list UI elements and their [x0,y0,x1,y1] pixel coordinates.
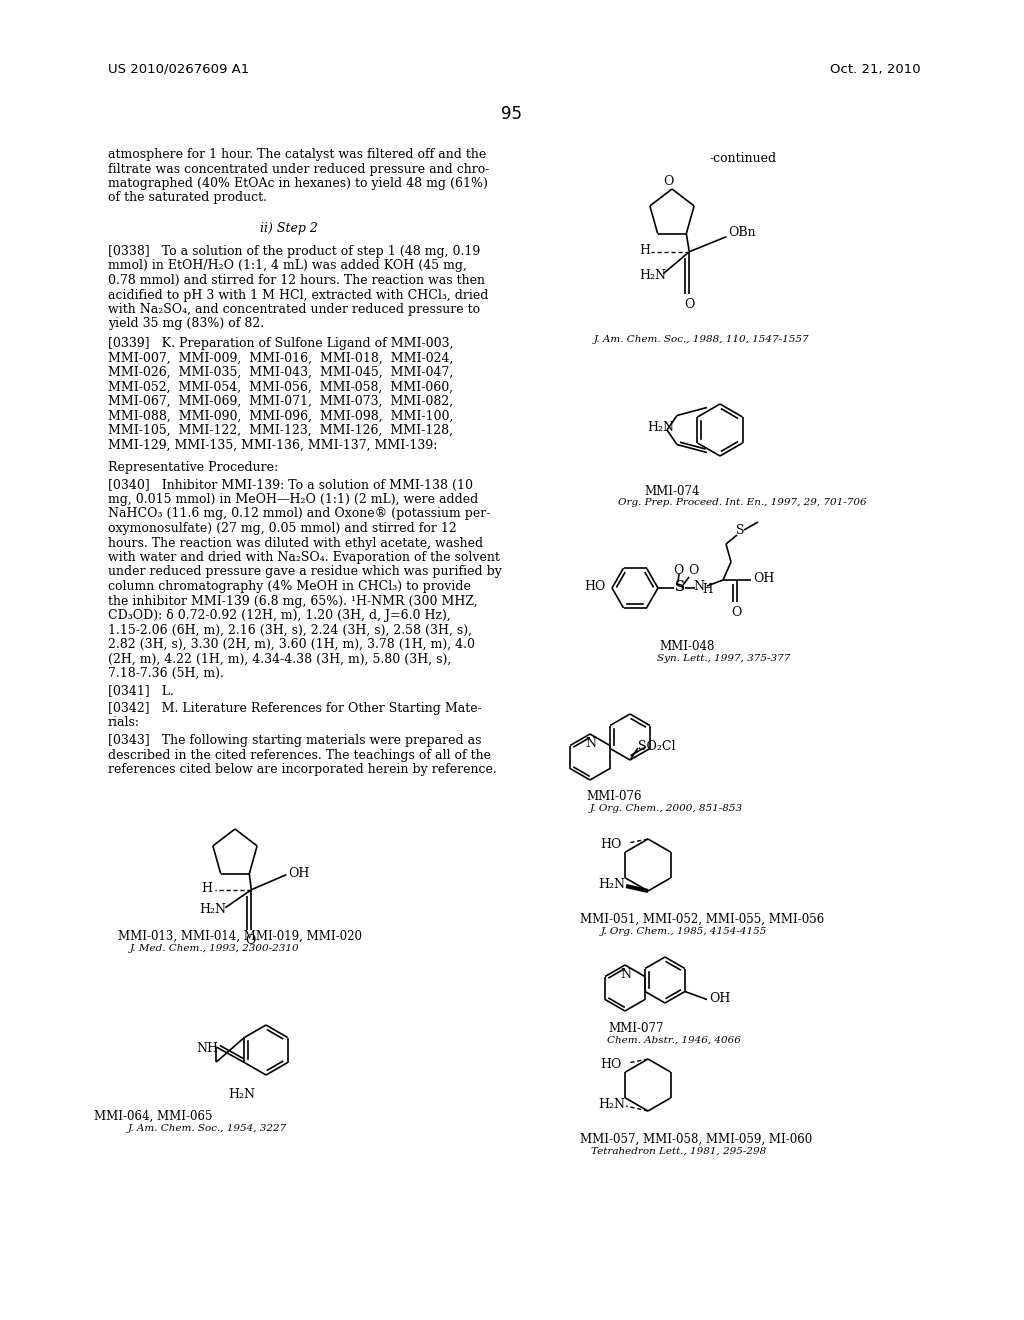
Text: yield 35 mg (83%) of 82.: yield 35 mg (83%) of 82. [108,318,264,330]
Text: [0340]   Inhibitor MMI-139: To a solution of MMI-138 (10: [0340] Inhibitor MMI-139: To a solution … [108,479,473,491]
Text: mmol) in EtOH/H₂O (1:1, 4 mL) was added KOH (45 mg,: mmol) in EtOH/H₂O (1:1, 4 mL) was added … [108,260,467,272]
Text: N: N [585,737,596,750]
Text: S: S [736,524,744,537]
Text: MMI-052,  MMI-054,  MMI-056,  MMI-058,  MMI-060,: MMI-052, MMI-054, MMI-056, MMI-058, MMI-… [108,380,454,393]
Text: MMI-067,  MMI-069,  MMI-071,  MMI-073,  MMI-082,: MMI-067, MMI-069, MMI-071, MMI-073, MMI-… [108,395,454,408]
Text: MMI-013, MMI-014, MMI-019, MMI-020: MMI-013, MMI-014, MMI-019, MMI-020 [118,931,362,942]
Text: matographed (40% EtOAc in hexanes) to yield 48 mg (61%): matographed (40% EtOAc in hexanes) to yi… [108,177,487,190]
Text: O: O [688,564,698,577]
Text: MMI-057, MMI-058, MMI-059, MI-060: MMI-057, MMI-058, MMI-059, MI-060 [580,1133,812,1146]
Text: MMI-007,  MMI-009,  MMI-016,  MMI-018,  MMI-024,: MMI-007, MMI-009, MMI-016, MMI-018, MMI-… [108,351,454,364]
Text: S: S [674,579,684,594]
Text: O: O [246,933,256,946]
Text: MMI-129, MMI-135, MMI-136, MMI-137, MMI-139:: MMI-129, MMI-135, MMI-136, MMI-137, MMI-… [108,438,437,451]
Text: Tetrahedron Lett., 1981, 295-298: Tetrahedron Lett., 1981, 295-298 [591,1147,766,1156]
Text: H₂N: H₂N [647,421,674,434]
Text: SO₂Cl: SO₂Cl [638,741,676,752]
Text: HO: HO [600,838,622,851]
Text: Representative Procedure:: Representative Procedure: [108,461,279,474]
Text: column chromatography (4% MeOH in CHCl₃) to provide: column chromatography (4% MeOH in CHCl₃)… [108,579,471,593]
Text: MMI-076: MMI-076 [587,789,642,803]
Text: O: O [673,564,683,577]
Text: -continued: -continued [710,152,777,165]
Text: N: N [620,968,631,981]
Text: 0.78 mmol) and stirred for 12 hours. The reaction was then: 0.78 mmol) and stirred for 12 hours. The… [108,275,485,286]
Text: J. Org. Chem., 1985, 4154-4155: J. Org. Chem., 1985, 4154-4155 [601,927,767,936]
Text: H: H [639,244,650,256]
Text: MMI-077: MMI-077 [608,1022,664,1035]
Text: [0338]   To a solution of the product of step 1 (48 mg, 0.19: [0338] To a solution of the product of s… [108,246,480,257]
Text: under reduced pressure gave a residue which was purified by: under reduced pressure gave a residue wh… [108,565,502,578]
Text: 7.18-7.36 (5H, m).: 7.18-7.36 (5H, m). [108,667,224,680]
Text: OH: OH [753,572,774,585]
Text: 1.15-2.06 (6H, m), 2.16 (3H, s), 2.24 (3H, s), 2.58 (3H, s),: 1.15-2.06 (6H, m), 2.16 (3H, s), 2.24 (3… [108,623,472,636]
Text: H₂N: H₂N [228,1088,255,1101]
Text: mg, 0.015 mmol) in MeOH—H₂O (1:1) (2 mL), were added: mg, 0.015 mmol) in MeOH—H₂O (1:1) (2 mL)… [108,492,478,506]
Text: (2H, m), 4.22 (1H, m), 4.34-4.38 (3H, m), 5.80 (3H, s),: (2H, m), 4.22 (1H, m), 4.34-4.38 (3H, m)… [108,652,452,665]
Text: filtrate was concentrated under reduced pressure and chro-: filtrate was concentrated under reduced … [108,162,489,176]
Text: OH: OH [709,993,730,1006]
Text: MMI-105,  MMI-122,  MMI-123,  MMI-126,  MMI-128,: MMI-105, MMI-122, MMI-123, MMI-126, MMI-… [108,424,453,437]
Text: acidified to pH 3 with 1 M HCl, extracted with CHCl₃, dried: acidified to pH 3 with 1 M HCl, extracte… [108,289,488,301]
Text: Chem. Abstr., 1946, 4066: Chem. Abstr., 1946, 4066 [607,1036,741,1045]
Text: MMI-048: MMI-048 [659,640,715,653]
Text: Org. Prep. Proceed. Int. En., 1997, 29, 701-706: Org. Prep. Proceed. Int. En., 1997, 29, … [618,498,866,507]
Text: MMI-064, MMI-065: MMI-064, MMI-065 [94,1110,212,1123]
Text: O: O [663,176,673,187]
Text: H₂N: H₂N [598,878,625,891]
Text: HO: HO [584,579,605,593]
Text: N: N [693,579,705,593]
Text: references cited below are incorporated herein by reference.: references cited below are incorporated … [108,763,497,776]
Text: ii) Step 2: ii) Step 2 [260,222,317,235]
Text: H₂N: H₂N [639,269,667,281]
Text: atmosphere for 1 hour. The catalyst was filtered off and the: atmosphere for 1 hour. The catalyst was … [108,148,486,161]
Text: [0342]   M. Literature References for Other Starting Mate-: [0342] M. Literature References for Othe… [108,702,481,715]
Text: with water and dried with Na₂SO₄. Evaporation of the solvent: with water and dried with Na₂SO₄. Evapor… [108,550,500,564]
Text: hours. The reaction was diluted with ethyl acetate, washed: hours. The reaction was diluted with eth… [108,536,483,549]
Text: MMI-088,  MMI-090,  MMI-096,  MMI-098,  MMI-100,: MMI-088, MMI-090, MMI-096, MMI-098, MMI-… [108,409,454,422]
Text: HO: HO [600,1059,622,1071]
Text: J. Am. Chem. Soc., 1988, 110, 1547-1557: J. Am. Chem. Soc., 1988, 110, 1547-1557 [594,335,810,345]
Text: oxymonosulfate) (27 mg, 0.05 mmol) and stirred for 12: oxymonosulfate) (27 mg, 0.05 mmol) and s… [108,521,457,535]
Text: [0343]   The following starting materials were prepared as: [0343] The following starting materials … [108,734,481,747]
Text: J. Org. Chem., 2000, 851-853: J. Org. Chem., 2000, 851-853 [590,804,743,813]
Text: 95: 95 [502,106,522,123]
Text: H₂N: H₂N [598,1098,625,1111]
Text: the inhibitor MMI-139 (6.8 mg, 65%). ¹H-NMR (300 MHZ,: the inhibitor MMI-139 (6.8 mg, 65%). ¹H-… [108,594,477,607]
Text: H: H [702,583,713,597]
Text: CD₃OD): δ 0.72-0.92 (12H, m), 1.20 (3H, d, J=6.0 Hz),: CD₃OD): δ 0.72-0.92 (12H, m), 1.20 (3H, … [108,609,451,622]
Text: MMI-074: MMI-074 [644,484,699,498]
Text: [0341]   L.: [0341] L. [108,685,174,697]
Text: NH: NH [197,1041,218,1055]
Text: J. Med. Chem., 1993, 2300-2310: J. Med. Chem., 1993, 2300-2310 [130,944,300,953]
Text: H₂N: H₂N [200,903,226,916]
Text: [0339]   K. Preparation of Sulfone Ligand of MMI-003,: [0339] K. Preparation of Sulfone Ligand … [108,337,454,350]
Text: J. Am. Chem. Soc., 1954, 3227: J. Am. Chem. Soc., 1954, 3227 [128,1125,288,1133]
Text: MMI-026,  MMI-035,  MMI-043,  MMI-045,  MMI-047,: MMI-026, MMI-035, MMI-043, MMI-045, MMI-… [108,366,454,379]
Text: NaHCO₃ (11.6 mg, 0.12 mmol) and Oxone® (potassium per-: NaHCO₃ (11.6 mg, 0.12 mmol) and Oxone® (… [108,507,490,520]
Text: O: O [731,606,741,619]
Text: US 2010/0267609 A1: US 2010/0267609 A1 [108,63,249,77]
Text: rials:: rials: [108,717,140,730]
Text: of the saturated product.: of the saturated product. [108,191,267,205]
Text: OH: OH [289,867,309,879]
Text: OBn: OBn [728,226,756,239]
Text: O: O [684,298,694,310]
Text: described in the cited references. The teachings of all of the: described in the cited references. The t… [108,748,490,762]
Text: with Na₂SO₄, and concentrated under reduced pressure to: with Na₂SO₄, and concentrated under redu… [108,304,480,315]
Text: MMI-051, MMI-052, MMI-055, MMI-056: MMI-051, MMI-052, MMI-055, MMI-056 [580,913,824,927]
Text: Syn. Lett., 1997, 375-377: Syn. Lett., 1997, 375-377 [657,653,791,663]
Text: 2.82 (3H, s), 3.30 (2H, m), 3.60 (1H, m), 3.78 (1H, m), 4.0: 2.82 (3H, s), 3.30 (2H, m), 3.60 (1H, m)… [108,638,475,651]
Text: H: H [202,882,212,895]
Text: Oct. 21, 2010: Oct. 21, 2010 [830,63,921,77]
